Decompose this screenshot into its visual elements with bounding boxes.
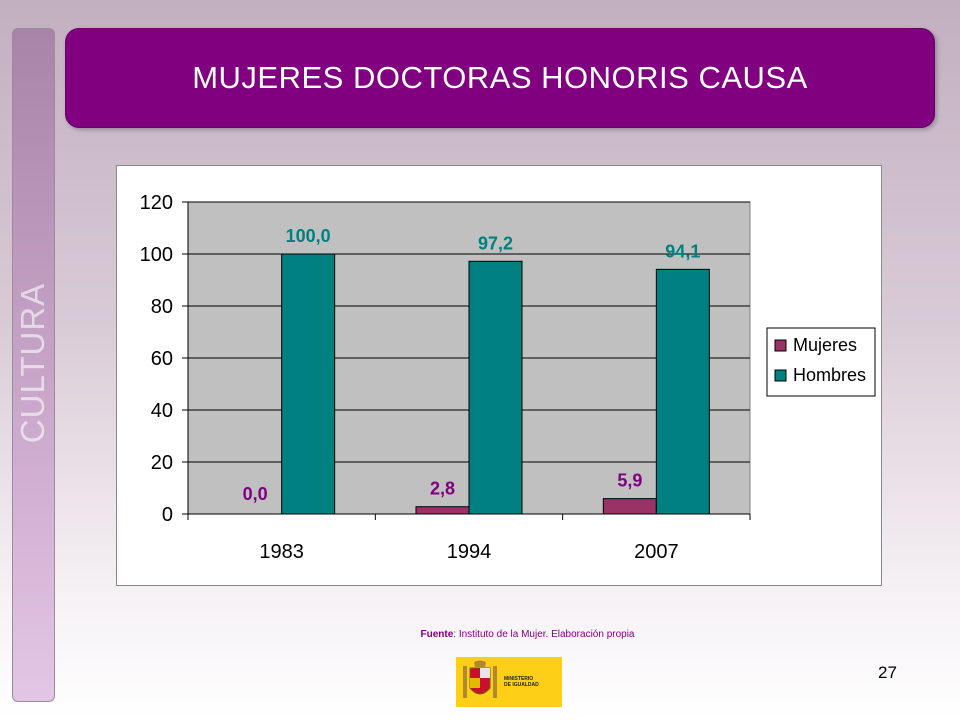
data-label-hombres-1994: 97,2	[478, 233, 513, 253]
y-tick-label: 120	[140, 192, 173, 214]
sidebar-panel	[12, 28, 55, 702]
page-number: 27	[878, 663, 897, 682]
bar-hombres-1983	[281, 253, 336, 515]
coat-of-arms-icon	[463, 660, 497, 698]
bar-mujeres-2007	[602, 498, 657, 515]
legend-swatch-hombres	[774, 369, 787, 382]
title-banner: MUJERES DOCTORAS HONORIS CAUSA	[65, 28, 935, 128]
legend-label-hombres: Hombres	[793, 365, 866, 385]
legend-swatch-mujeres	[774, 339, 787, 352]
y-tick-label: 40	[151, 400, 173, 422]
data-label-mujeres-1994: 2,8	[430, 479, 455, 499]
y-tick-label: 20	[151, 452, 173, 474]
x-tick-label: 1983	[259, 541, 304, 563]
legend-label-mujeres: Mujeres	[793, 335, 857, 355]
legend	[766, 327, 876, 397]
source-text: : Instituto de la Mujer. Elaboración pro…	[453, 629, 635, 640]
logo-text-line2: DE IGUALDAD	[504, 682, 539, 688]
sidebar-label: CULTURA	[14, 282, 51, 444]
x-tick-label: 2007	[634, 541, 679, 563]
data-label-hombres-1983: 100,0	[286, 226, 331, 246]
ministry-logo: MINISTERIO DE IGUALDAD	[456, 657, 562, 707]
source-label: Fuente	[420, 629, 454, 640]
y-tick-label: 0	[162, 504, 173, 526]
page-title: MUJERES DOCTORAS HONORIS CAUSA	[192, 60, 808, 95]
y-tick-label: 60	[151, 348, 173, 370]
logo-text-line1: MINISTERIO	[504, 676, 534, 682]
chart-frame: 0 20 40 60 80 100 120 1983 0,0 100,0 1994 2,8 97,2 20…	[116, 165, 882, 586]
source-note: Fuente: Instituto de la Mujer. Elaboraci…	[0, 629, 960, 640]
bar-chart: 0 20 40 60 80 100 120 1983 0,0 100,0 1994 2,8 97,2 20…	[140, 192, 876, 563]
data-label-hombres-2007: 94,1	[665, 241, 700, 261]
data-label-mujeres-1983: 0,0	[243, 484, 268, 504]
y-tick-label: 80	[151, 296, 173, 318]
y-tick-label: 100	[140, 244, 173, 266]
bar-mujeres-1994	[415, 506, 470, 515]
bar-hombres-1994	[468, 260, 523, 515]
x-tick-label: 1994	[447, 541, 492, 563]
data-label-mujeres-2007: 5,9	[617, 471, 642, 491]
bar-hombres-2007	[655, 268, 710, 515]
